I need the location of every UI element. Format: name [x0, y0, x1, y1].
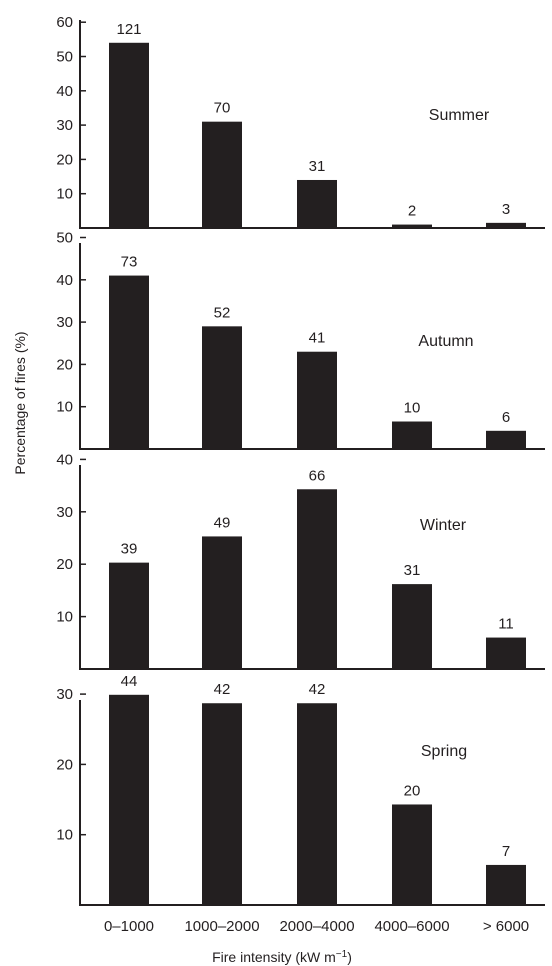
bar [202, 326, 242, 449]
y-tick-label: 10 [56, 186, 73, 203]
panel-summer: 10 20 30 40 50 60 121 70 31 2 3 Summer [56, 14, 545, 229]
bar [392, 421, 432, 449]
y-tick-label: 10 [56, 827, 73, 844]
x-tick-label: > 6000 [483, 918, 529, 935]
bar-data-label: 31 [404, 562, 421, 579]
y-axis-title: Percentage of fires (%) [12, 331, 28, 474]
bar-data-label: 31 [309, 158, 326, 175]
bar-data-label: 52 [214, 304, 231, 321]
y-tick-label: 20 [56, 756, 73, 773]
bar [109, 275, 149, 449]
x-tick-label: 1000–2000 [184, 918, 259, 935]
y-tick-label: 20 [56, 151, 73, 168]
y-tick-label: 40 [56, 272, 73, 289]
bar-data-label: 39 [121, 541, 138, 558]
y-tick-label: 30 [56, 117, 73, 134]
bar [297, 489, 337, 669]
bar-data-label: 70 [214, 100, 231, 117]
y-tick-label: 40 [56, 83, 73, 100]
y-tick-label: 60 [56, 14, 73, 31]
y-tick-label: 40 [56, 451, 73, 468]
y-tick-label: 20 [56, 556, 73, 573]
bar-data-label: 10 [404, 400, 421, 417]
bar [202, 121, 242, 228]
bar-data-label: 121 [116, 21, 141, 38]
bar [392, 224, 432, 228]
panel-autumn: 10 20 30 40 50 73 52 41 10 6 Autumn [56, 230, 545, 450]
panel-winter: 10 20 30 40 39 49 66 31 11 Winter [56, 451, 545, 670]
bar-data-label: 41 [309, 330, 326, 347]
y-tick-label: 50 [56, 230, 73, 247]
bar-data-label: 44 [121, 673, 138, 690]
y-tick-label: 30 [56, 314, 73, 331]
y-tick-label: 30 [56, 504, 73, 521]
bar-data-label: 73 [121, 254, 138, 271]
bar [202, 536, 242, 669]
bar [486, 222, 526, 228]
bar [109, 694, 149, 905]
bar-data-label: 3 [502, 201, 510, 218]
bar-data-label: 42 [309, 681, 326, 698]
bar-data-label: 49 [214, 514, 231, 531]
season-label: Summer [429, 107, 490, 124]
bar-data-label: 11 [498, 616, 514, 633]
bar [297, 351, 337, 449]
bar [392, 584, 432, 669]
x-tick-label: 4000–6000 [374, 918, 449, 935]
bar [486, 637, 526, 669]
bar-data-label: 2 [408, 203, 416, 220]
bar [297, 179, 337, 228]
bar-data-label: 6 [502, 409, 510, 426]
bar-data-label: 7 [502, 843, 510, 860]
season-label: Winter [420, 517, 467, 534]
x-tick-label: 2000–4000 [279, 918, 354, 935]
y-tick-label: 10 [56, 399, 73, 416]
bar [109, 42, 149, 228]
bar [109, 562, 149, 669]
x-axis-title: Fire intensity (kW m−1) [212, 949, 352, 966]
season-label: Spring [421, 743, 467, 760]
bar [392, 804, 432, 905]
y-tick-label: 20 [56, 356, 73, 373]
bar [202, 703, 242, 905]
bar-data-label: 42 [214, 681, 231, 698]
panel-spring: 10 20 30 44 42 42 20 7 Spring [56, 673, 545, 906]
y-tick-label: 30 [56, 686, 73, 703]
bar-data-label: 20 [404, 782, 421, 799]
season-label: Autumn [418, 333, 473, 350]
y-tick-label: 10 [56, 609, 73, 626]
y-tick-label: 50 [56, 49, 73, 66]
bar-data-label: 66 [309, 467, 326, 484]
x-tick-label: 0–1000 [104, 918, 154, 935]
bar [486, 864, 526, 905]
bar [486, 430, 526, 449]
bar [297, 703, 337, 905]
